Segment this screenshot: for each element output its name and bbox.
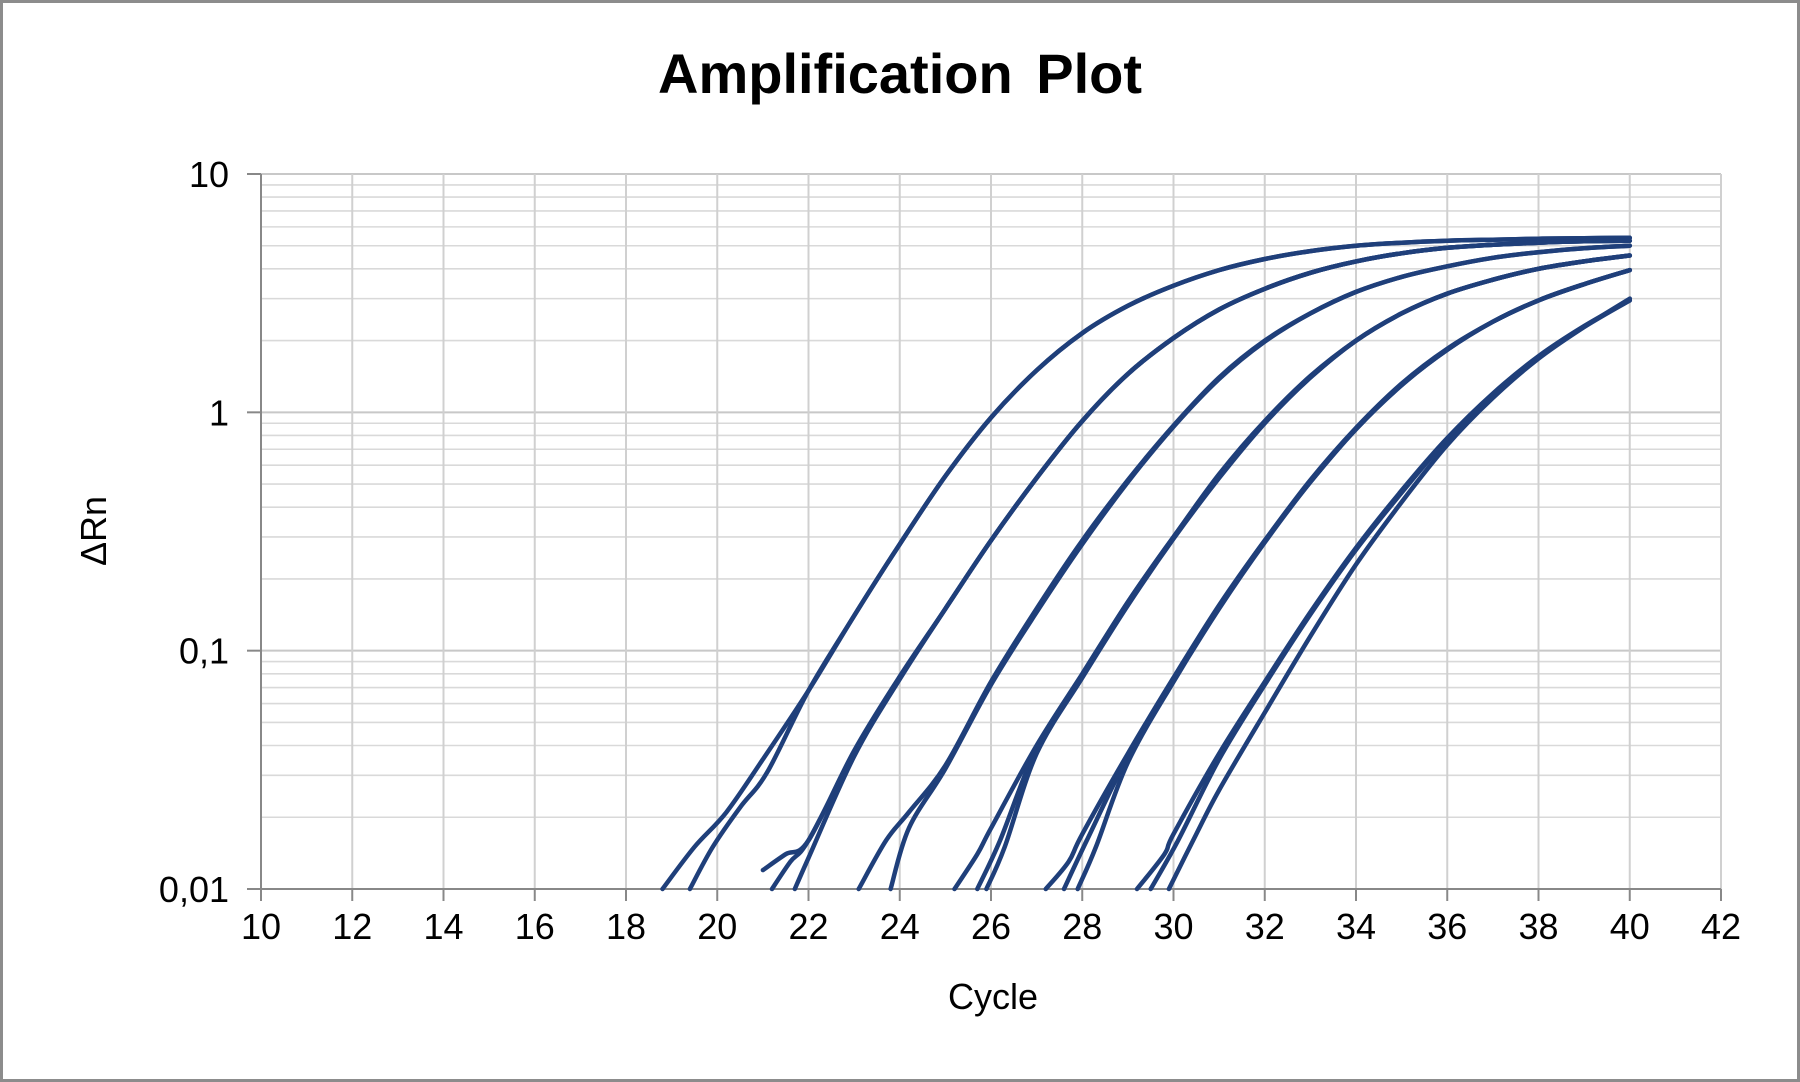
x-tick-label: 32	[1245, 906, 1285, 947]
y-tick-label: 0,01	[159, 869, 229, 910]
x-tick-label: 40	[1610, 906, 1650, 947]
x-tick-label: 34	[1336, 906, 1376, 947]
amplification-curve-7	[888, 243, 1633, 892]
x-tick-label: 26	[971, 906, 1011, 947]
amplification-curve-8	[952, 253, 1633, 892]
x-tick-label: 10	[241, 906, 281, 947]
amplification-curve-10	[984, 253, 1633, 892]
series-lines	[660, 235, 1633, 892]
x-tick-label: 24	[880, 906, 920, 947]
amplification-curve-9	[975, 253, 1633, 892]
y-tick-label: 10	[189, 154, 229, 195]
x-tick-label: 42	[1701, 906, 1741, 947]
amplification-curve-5	[792, 238, 1633, 892]
x-tick-label: 30	[1153, 906, 1193, 947]
x-tick-label: 20	[697, 906, 737, 947]
y-axis-ticks: 0,01 0,1 1 10	[159, 154, 261, 910]
x-tick-label: 16	[515, 906, 555, 947]
x-axis-ticks: 10 12 14 16 18 20 22 24 26 28 30 32 34 36 38 40 42	[241, 889, 1741, 947]
x-tick-label: 12	[332, 906, 372, 947]
amplification-curve-13	[1075, 267, 1633, 892]
amplification-chart: Amplification Plot 10 12 14 16 18 20 22 24 26 28 3…	[73, 42, 1741, 1017]
x-tick-label: 28	[1062, 906, 1102, 947]
x-tick-label: 38	[1518, 906, 1558, 947]
grid-lines	[260, 173, 1722, 890]
amplification-curve-2	[687, 235, 1633, 892]
amplification-curve-15	[1148, 298, 1633, 892]
y-axis-label: ΔRn	[73, 496, 114, 566]
y-tick-label: 1	[209, 392, 229, 433]
x-tick-label: 36	[1427, 906, 1467, 947]
y-tick-label: 0,1	[179, 631, 229, 672]
x-tick-label: 18	[606, 906, 646, 947]
chart-title: Amplification Plot	[658, 42, 1142, 105]
x-axis-label: Cycle	[948, 976, 1038, 1017]
amplification-curve-16	[1166, 296, 1633, 892]
x-tick-label: 22	[788, 906, 828, 947]
x-tick-label: 14	[423, 906, 463, 947]
